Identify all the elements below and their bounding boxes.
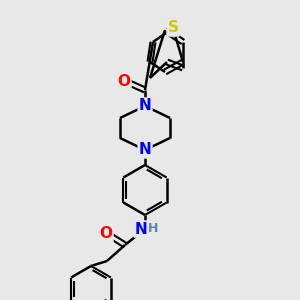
Text: H: H <box>148 223 158 236</box>
Text: S: S <box>167 20 178 35</box>
Text: N: N <box>135 221 147 236</box>
Text: N: N <box>139 98 152 113</box>
Text: O: O <box>118 74 130 89</box>
Text: N: N <box>139 142 152 158</box>
Text: O: O <box>100 226 112 242</box>
